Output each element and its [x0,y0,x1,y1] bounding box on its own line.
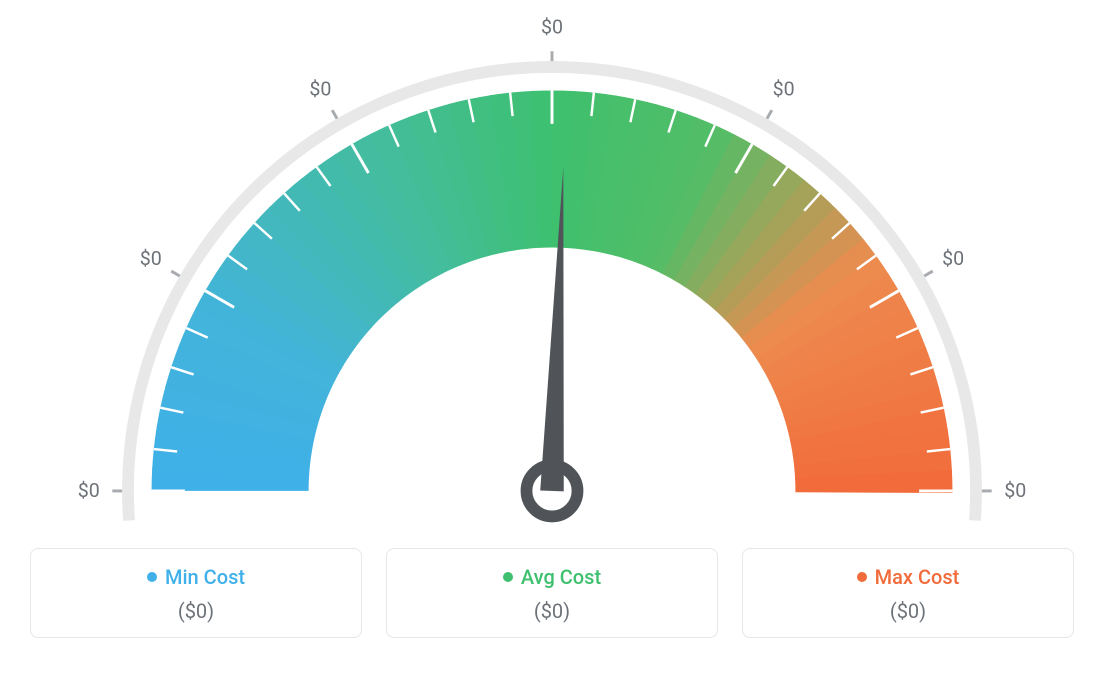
legend-label: Min Cost [165,565,245,589]
legend-title-max: Max Cost [857,565,960,589]
legend-title-avg: Avg Cost [503,565,601,589]
svg-text:$0: $0 [541,16,563,39]
legend-value: ($0) [890,599,926,623]
svg-text:$0: $0 [1004,479,1026,502]
svg-text:$0: $0 [942,247,964,270]
gauge-svg: $0 $0 $0 $0 $0 $0 $0 [30,10,1074,540]
legend-value: ($0) [534,599,570,623]
dot-icon [857,572,867,582]
legend-label: Max Cost [875,565,960,589]
legend-title-min: Min Cost [147,565,245,589]
svg-text:$0: $0 [773,78,795,101]
legend-card-avg: Avg Cost ($0) [386,548,718,638]
gauge-chart: $0 $0 $0 $0 $0 $0 $0 [30,10,1074,540]
dot-icon [503,572,513,582]
svg-text:$0: $0 [140,247,162,270]
legend-card-max: Max Cost ($0) [742,548,1074,638]
legend-card-min: Min Cost ($0) [30,548,362,638]
svg-text:$0: $0 [309,78,331,101]
legend-label: Avg Cost [521,565,601,589]
svg-text:$0: $0 [78,479,100,502]
legend-row: Min Cost ($0) Avg Cost ($0) Max Cost ($0… [30,548,1074,638]
dot-icon [147,572,157,582]
legend-value: ($0) [178,599,214,623]
